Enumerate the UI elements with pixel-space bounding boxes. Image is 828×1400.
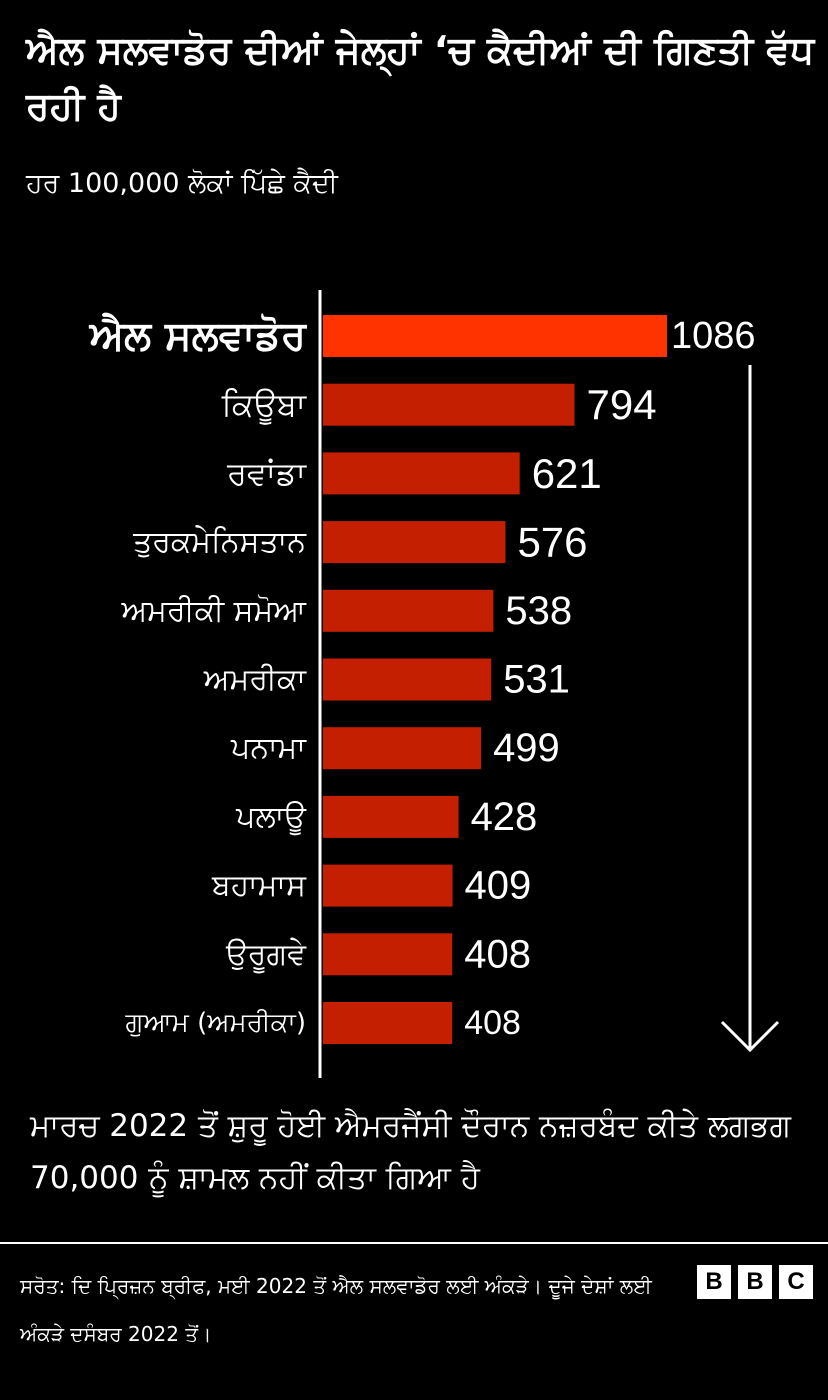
source-note: ਸਰੋਤ: ਦਿ ਪ੍ਰਿਜ਼ਨ ਬ੍ਰੀਫ, ਮਈ 2022 ਤੋਂ ਐਲ ਸ… — [20, 1274, 652, 1346]
bar-chart: ਐਲ ਸਲਵਾਡੋਰ 1086 ਕਿਊਬਾ 794 ਰਵਾਂਡਾ 621 ਤੁਰਕਮੇਨਿਸ… — [89, 290, 780, 1078]
category-label: ਗੁਆਮ (ਅਮਰੀਕਾ) — [124, 1008, 306, 1038]
value-label: 794 — [587, 381, 657, 428]
divider — [0, 1242, 828, 1244]
bar — [323, 864, 453, 907]
category-label: ਬਹਾਮਾਸ — [211, 868, 307, 903]
value-label: 499 — [493, 726, 560, 770]
category-label: ਉਰੂਗਵੇ — [225, 937, 307, 974]
value-label: 538 — [505, 589, 572, 633]
value-label: 428 — [471, 795, 538, 839]
value-label: 576 — [517, 519, 587, 566]
bar — [323, 727, 482, 770]
value-label: 409 — [465, 864, 532, 908]
value-label: 408 — [464, 932, 531, 976]
chart-annotation: ਮਾਰਚ 2022 ਤੋਂ ਸ਼ੁਰੂ ਹੋਈ ਐਮਰਜੈਂਸੀ ਦੌਰਾਨ ਨ… — [30, 1108, 791, 1196]
bar — [323, 658, 492, 701]
category-label: ਅਮਰੀਕਾ — [203, 662, 308, 697]
bbc-logo: B B C — [697, 1265, 813, 1299]
bar — [323, 383, 575, 426]
chart-title: ਐਲ ਸਲਵਾਡੋਰ ਦੀਆਂ ਜੇਲ੍ਹਾਂ ‘ਚ ਕੈਦੀਆਂ ਦੀ ਗਿਣ… — [26, 28, 815, 128]
category-label: ਕਿਊਬਾ — [221, 386, 307, 426]
category-label: ਪਲਾਊ — [235, 799, 307, 835]
bar — [323, 589, 494, 632]
bar — [323, 933, 453, 976]
value-label: 531 — [503, 658, 570, 702]
bar — [323, 795, 459, 838]
down-arrow-icon — [720, 365, 780, 1053]
category-label: ਅਮਰੀਕੀ ਸਮੋਆ — [120, 593, 307, 628]
bar — [323, 315, 667, 357]
category-label: ਰਵਾਂਡਾ — [226, 454, 307, 492]
value-label: 408 — [464, 1004, 521, 1042]
chart-subtitle: ਹਰ 100,000 ਲੋਕਾਂ ਪਿੱਛੇ ਕੈਦੀ — [26, 168, 338, 199]
category-label: ਪਨਾਮਾ — [230, 731, 307, 766]
logo-letter: B — [738, 1265, 772, 1299]
bar — [323, 452, 520, 495]
bar — [323, 1002, 453, 1044]
value-label: 621 — [532, 450, 602, 497]
logo-letter: B — [697, 1265, 731, 1299]
logo-letter: C — [779, 1265, 813, 1299]
bar — [323, 521, 506, 564]
category-label: ਐਲ ਸਲਵਾਡੋਰ — [89, 312, 307, 359]
value-label: 1086 — [671, 315, 756, 357]
category-label: ਤੁਰਕਮੇਨਿਸਤਾਨ — [132, 525, 307, 560]
